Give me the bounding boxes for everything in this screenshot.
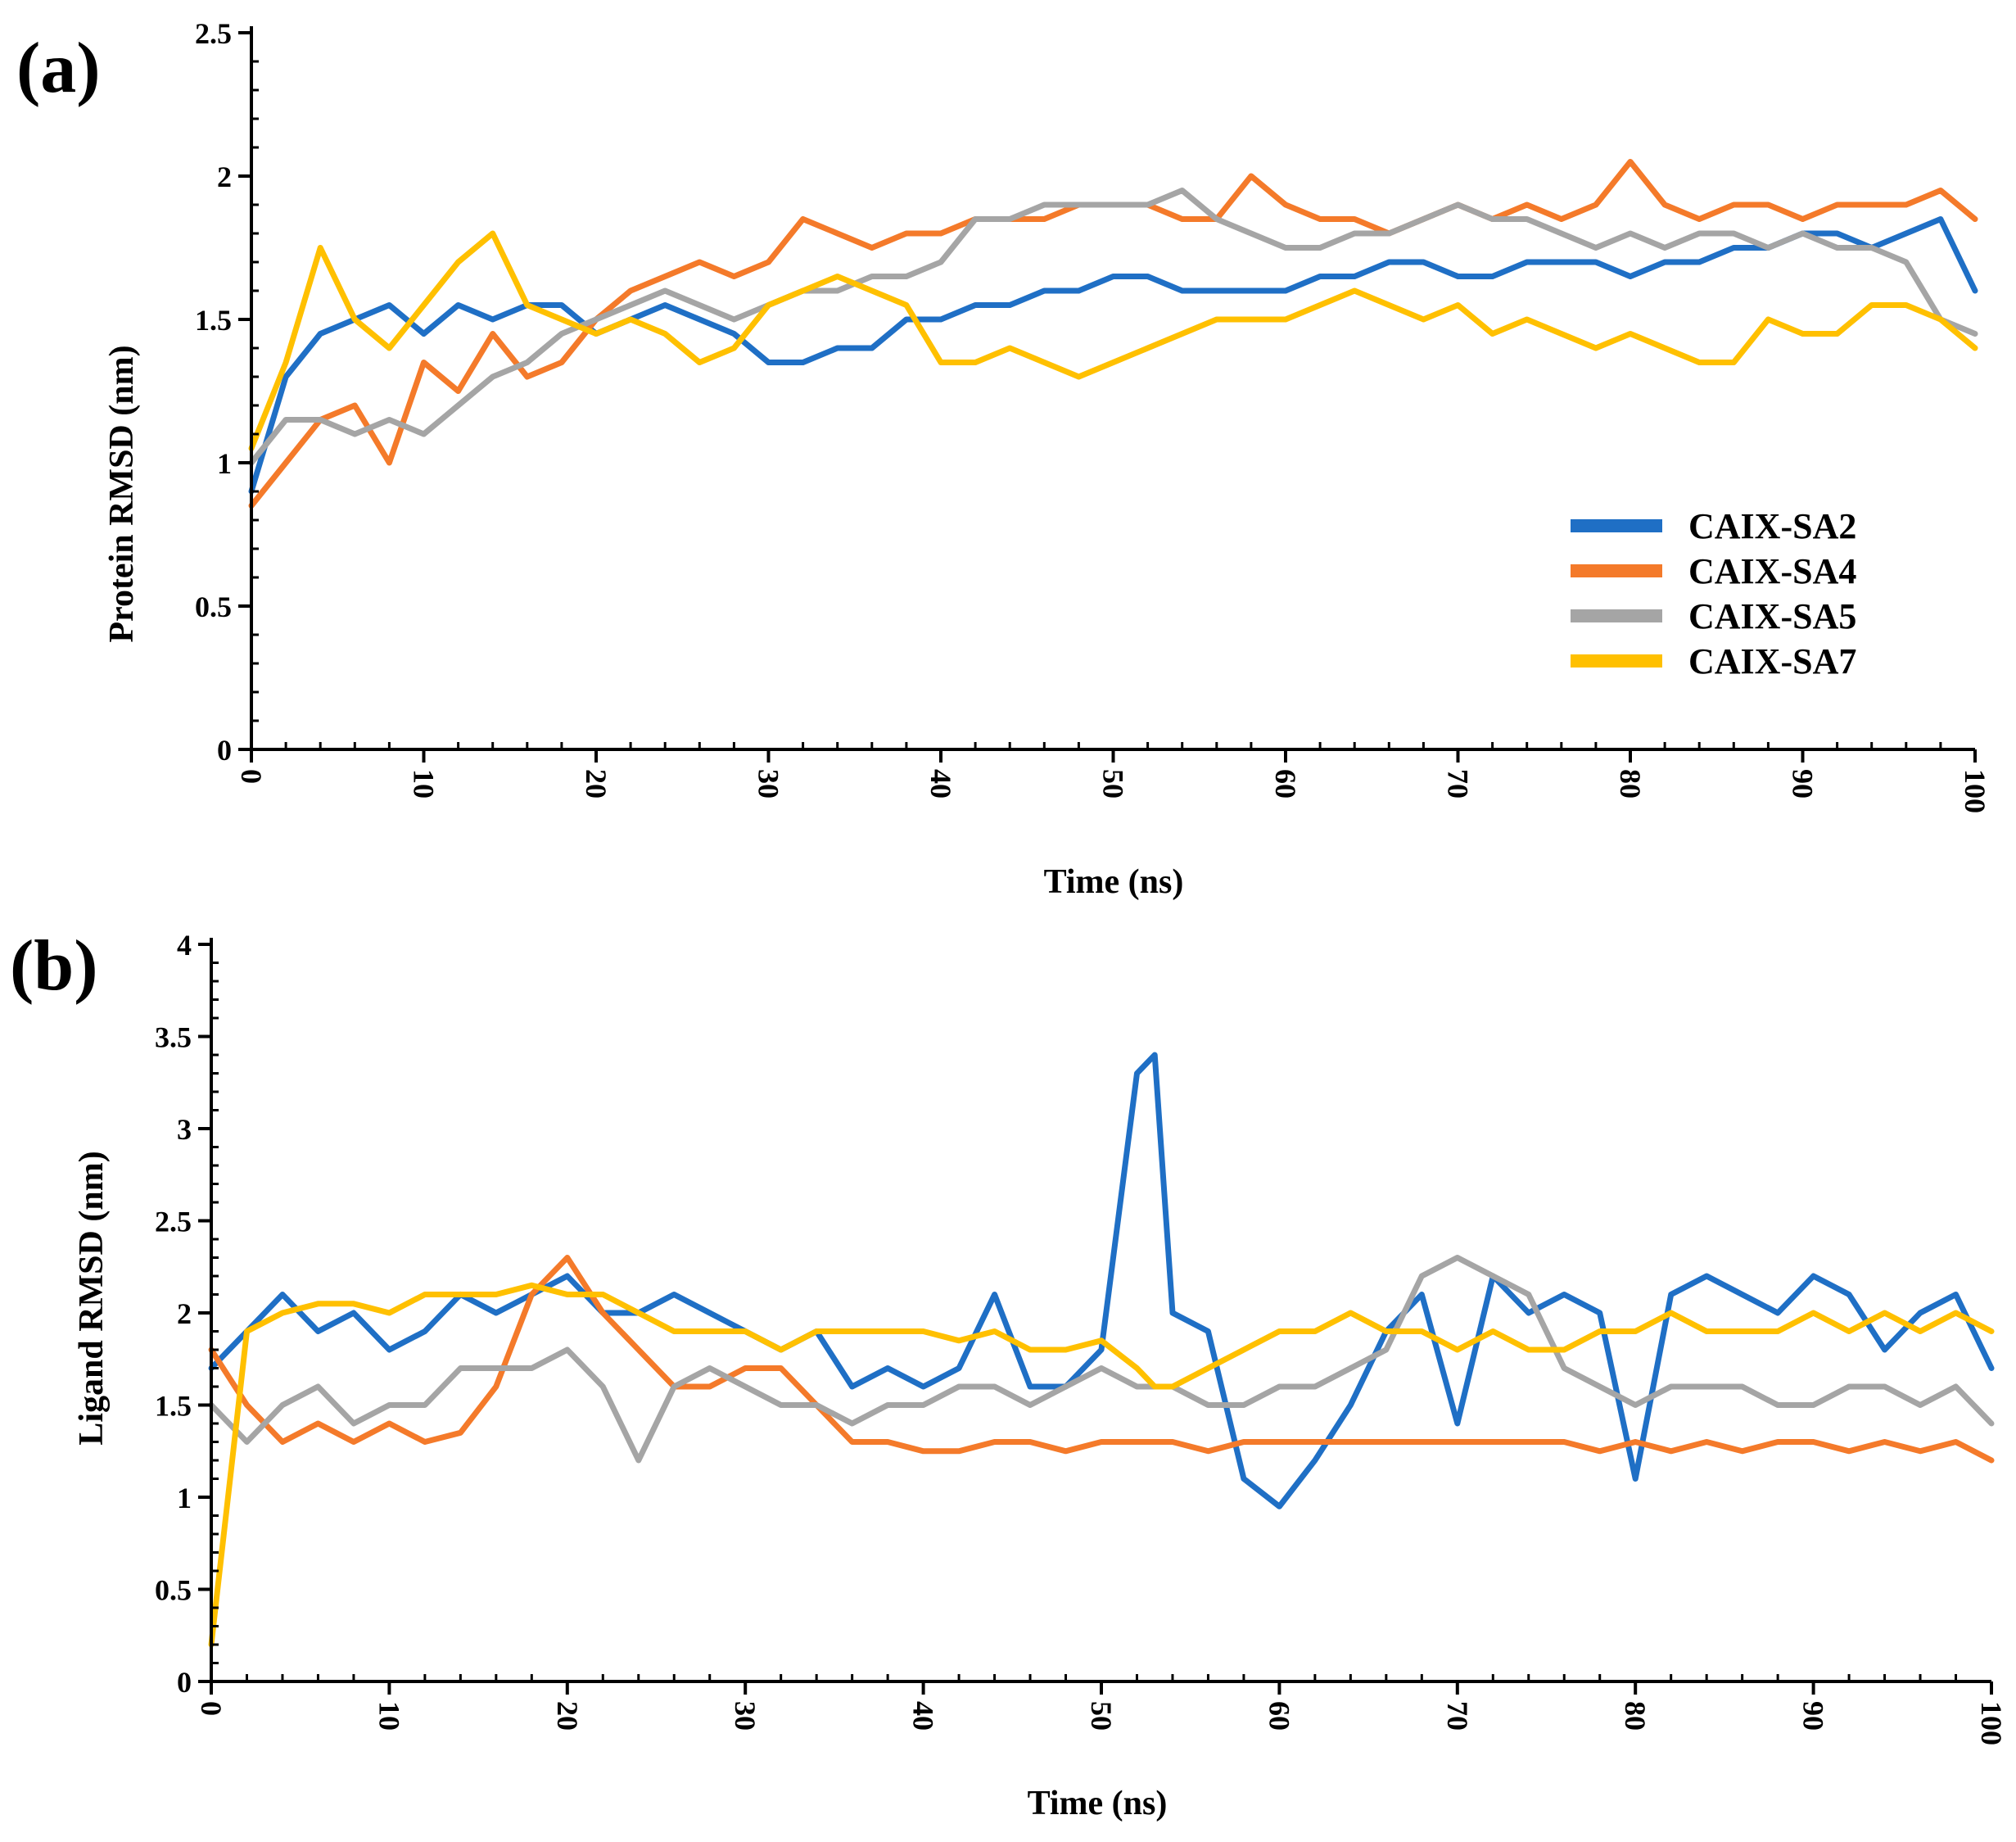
x-tick-label: 60 (1263, 1701, 1295, 1731)
x-tick-label: 100 (1959, 769, 1991, 813)
series-line-caix-sa4 (248, 159, 1978, 509)
panel-b-x-axis-title: Time (ns) (1028, 1785, 1168, 1822)
x-tick-label: 40 (907, 1701, 940, 1731)
y-tick-label: 2 (177, 1297, 192, 1330)
y-tick-label: 1 (217, 447, 232, 480)
y-tick-label: 0.5 (195, 591, 232, 623)
y-tick-label: 1.5 (155, 1390, 192, 1423)
x-tick-label: 0 (235, 769, 268, 784)
x-tick-label: 30 (753, 769, 785, 799)
panel-a-x-axis-title: Time (ns) (1044, 863, 1184, 901)
x-tick-label: 50 (1085, 1701, 1118, 1731)
x-tick-label: 10 (373, 1701, 405, 1731)
y-tick-label: 2.5 (155, 1206, 192, 1238)
y-tick-label: 2 (217, 161, 232, 193)
x-tick-label: 0 (195, 1701, 228, 1716)
y-tick-label: 3.5 (155, 1021, 192, 1054)
panel-b-ligand-rmsd: (b) 00.511.522.533.540 10 20 30 40 50 60 70 80 90… (10, 926, 2008, 1822)
x-tick-label: 80 (1619, 1701, 1652, 1731)
y-tick-label: 4 (177, 929, 192, 962)
legend-label-caix-sa2: CAIX-SA2 (1688, 506, 1856, 546)
panel-a-y-axis-title: Protein RMSD (nm) (103, 345, 141, 642)
y-tick-label: 0.5 (155, 1574, 192, 1607)
legend-label-caix-sa4: CAIX-SA4 (1688, 551, 1856, 591)
panel-b-y-axis-title: Ligand RMSD (nm) (73, 1151, 111, 1445)
panel-a-protein-rmsd: (a) 0 0.5 1 1.5 2 2.5 0 10 20 30 40 50 60 70 80 90 100 C… (16, 17, 1991, 901)
panel-a-letter: (a) (16, 29, 101, 108)
series-line-caix-sa2 (248, 216, 1978, 495)
panel-a-axes: 0 0.5 1 1.5 2 2.5 0 10 20 30 40 50 60 70 80 90 100 (195, 17, 1991, 813)
y-tick-label: 3 (177, 1113, 192, 1146)
y-tick-label: 2.5 (195, 17, 232, 50)
x-tick-label: 60 (1269, 769, 1302, 799)
x-tick-label: 30 (729, 1701, 762, 1731)
x-tick-label: 70 (1441, 1701, 1474, 1731)
series-line-caix-sa4 (208, 1255, 1995, 1464)
series-line-caix-sa5 (208, 1255, 1995, 1464)
panel-b-series-lines (208, 1052, 1995, 1648)
series-line-caix-sa7 (208, 1282, 1995, 1648)
legend-label-caix-sa7: CAIX-SA7 (1688, 641, 1856, 681)
y-tick-label: 1.5 (195, 304, 232, 337)
series-line-caix-sa2 (208, 1052, 1995, 1509)
x-tick-label: 40 (924, 769, 957, 799)
x-tick-label: 80 (1614, 769, 1647, 799)
panel-a-series-lines (248, 159, 1978, 509)
series-line-caix-sa7 (248, 230, 1978, 451)
x-tick-label: 20 (551, 1701, 584, 1731)
x-tick-label: 10 (408, 769, 441, 799)
x-tick-label: 90 (1797, 1701, 1830, 1731)
x-tick-label: 50 (1097, 769, 1130, 799)
panel-b-letter: (b) (10, 926, 98, 1006)
x-tick-label: 90 (1787, 769, 1819, 799)
x-tick-label: 100 (1975, 1701, 2008, 1745)
panel-b-axes: 00.511.522.533.540 10 20 30 40 50 60 70 80 90 100 (155, 929, 2008, 1745)
y-tick-label: 0 (177, 1666, 192, 1699)
y-tick-label: 0 (217, 734, 232, 767)
x-tick-label: 20 (580, 769, 612, 799)
legend-label-caix-sa5: CAIX-SA5 (1688, 596, 1856, 636)
y-tick-label: 1 (177, 1482, 192, 1514)
panel-a-legend: CAIX-SA2 CAIX-SA4 CAIX-SA5 CAIX-SA7 (1571, 506, 1856, 681)
series-line-caix-sa5 (248, 188, 1978, 466)
x-tick-label: 70 (1442, 769, 1475, 799)
